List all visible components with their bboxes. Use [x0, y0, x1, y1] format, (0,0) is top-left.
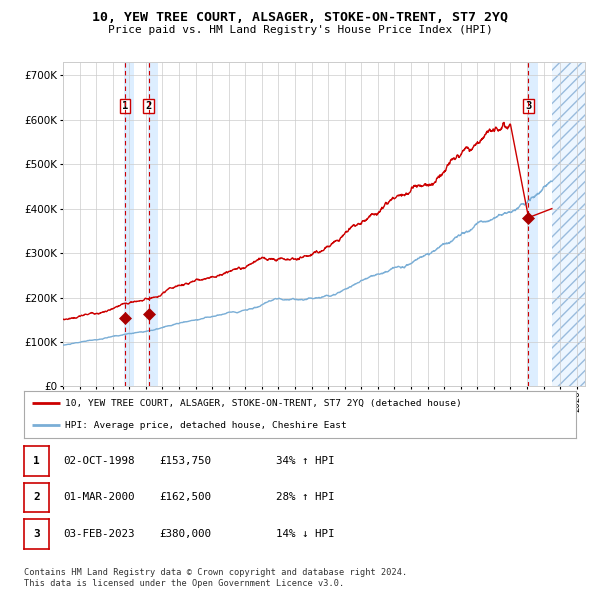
Text: 03-FEB-2023: 03-FEB-2023: [63, 529, 134, 539]
Text: 10, YEW TREE COURT, ALSAGER, STOKE-ON-TRENT, ST7 2YQ (detached house): 10, YEW TREE COURT, ALSAGER, STOKE-ON-TR…: [65, 399, 462, 408]
Bar: [527, 62, 538, 386]
Text: 1: 1: [33, 456, 40, 466]
Text: HPI: Average price, detached house, Cheshire East: HPI: Average price, detached house, Ches…: [65, 421, 347, 430]
Bar: [148, 62, 158, 386]
Text: 10, YEW TREE COURT, ALSAGER, STOKE-ON-TRENT, ST7 2YQ: 10, YEW TREE COURT, ALSAGER, STOKE-ON-TR…: [92, 11, 508, 24]
Text: 28% ↑ HPI: 28% ↑ HPI: [276, 493, 335, 502]
Text: 01-MAR-2000: 01-MAR-2000: [63, 493, 134, 502]
Text: 34% ↑ HPI: 34% ↑ HPI: [276, 456, 335, 466]
Text: 14% ↓ HPI: 14% ↓ HPI: [276, 529, 335, 539]
Text: Contains HM Land Registry data © Crown copyright and database right 2024.
This d: Contains HM Land Registry data © Crown c…: [24, 568, 407, 588]
Bar: [124, 62, 134, 386]
Text: £153,750: £153,750: [159, 456, 211, 466]
Text: 3: 3: [33, 529, 40, 539]
Text: £380,000: £380,000: [159, 529, 211, 539]
Text: £162,500: £162,500: [159, 493, 211, 502]
Text: 02-OCT-1998: 02-OCT-1998: [63, 456, 134, 466]
Text: 1: 1: [122, 101, 128, 111]
Bar: [552, 62, 585, 386]
Text: 3: 3: [525, 101, 532, 111]
Bar: [552, 62, 585, 386]
Text: Price paid vs. HM Land Registry's House Price Index (HPI): Price paid vs. HM Land Registry's House …: [107, 25, 493, 35]
Text: 2: 2: [33, 493, 40, 502]
Text: 2: 2: [145, 101, 152, 111]
